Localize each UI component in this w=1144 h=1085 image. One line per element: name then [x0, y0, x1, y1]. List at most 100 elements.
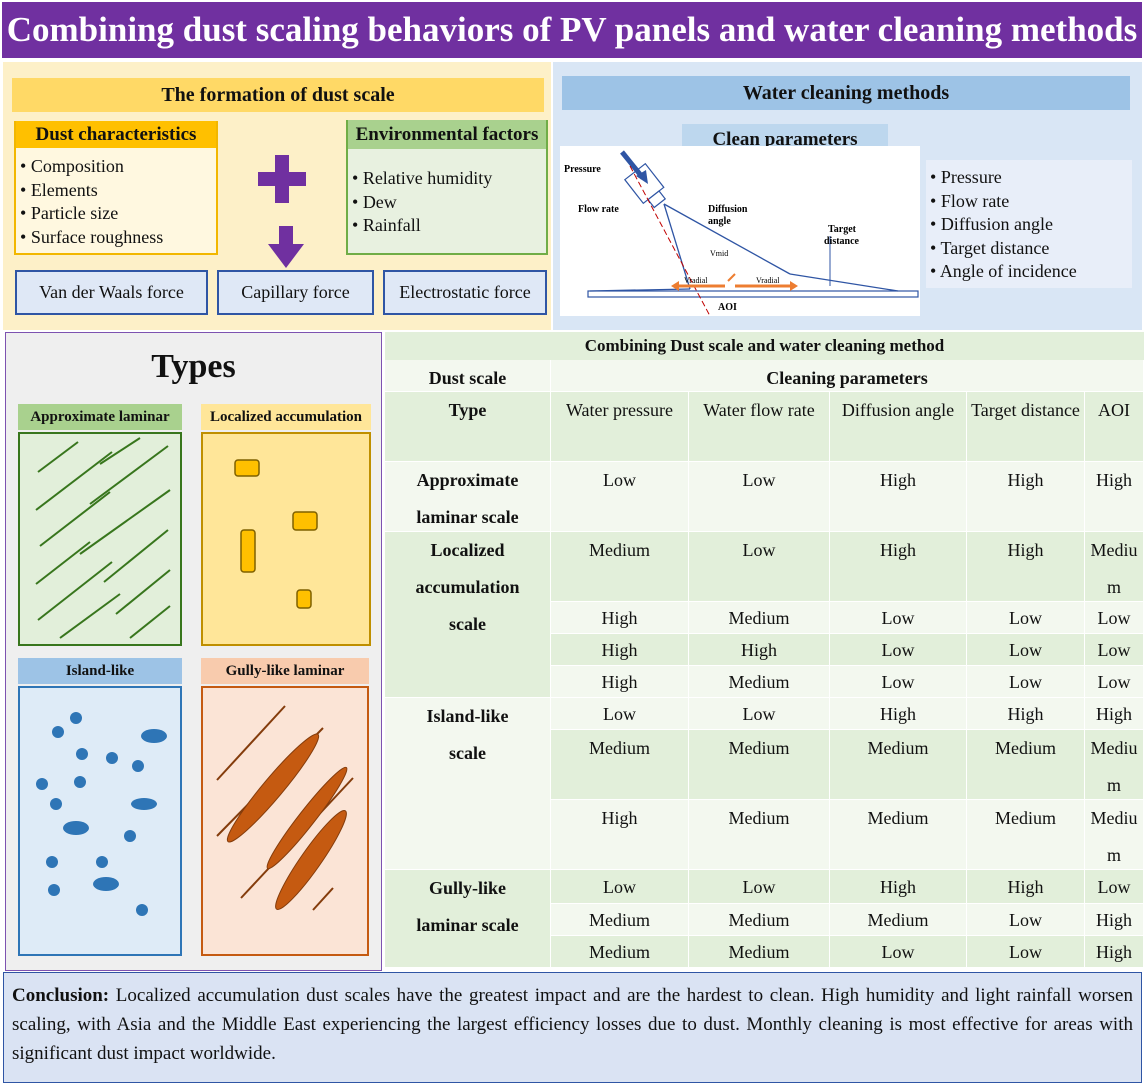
- column-header: Target distance: [967, 392, 1085, 462]
- list-item: • Flow rate: [930, 190, 1010, 211]
- table-cell: Low: [1085, 666, 1144, 698]
- conclusion-text: Localized accumulation dust scales have …: [12, 985, 1133, 1064]
- column-header: Water flow rate: [689, 392, 830, 462]
- header-cleaning-parameters: Cleaning parameters: [551, 360, 1144, 392]
- table-cell: Low: [1085, 634, 1144, 666]
- table-cell: High: [551, 602, 689, 634]
- table-cell: Low: [1085, 602, 1144, 634]
- table-cell: Low: [967, 602, 1085, 634]
- row-group-label: Island-like scale: [385, 698, 551, 870]
- table-cell: Low: [1085, 870, 1144, 904]
- conclusion-label: Conclusion:: [12, 985, 110, 1006]
- table-cell: High: [1085, 904, 1144, 936]
- table-cell: High: [967, 870, 1085, 904]
- approximate-laminar-illustration: [18, 432, 182, 646]
- table-cell: Medium: [689, 936, 830, 968]
- plus-icon: [258, 155, 306, 203]
- laminar-line: [79, 489, 171, 555]
- table-cell: Medium: [689, 904, 830, 936]
- environmental-factors-header: Environmental factors: [348, 120, 546, 149]
- table-cell: Medium: [689, 666, 830, 698]
- table-cell: High: [1085, 698, 1144, 730]
- van-der-waals-force: Van der Waals force: [15, 270, 208, 315]
- list-item: • Rainfall: [352, 215, 421, 235]
- column-header: Water pressure: [551, 392, 689, 462]
- clean-params-list-box: [926, 160, 1132, 288]
- table-cell: Low: [967, 936, 1085, 968]
- list-item: • Particle size: [20, 203, 119, 223]
- table-cell: High: [551, 800, 689, 870]
- laminar-line: [99, 437, 141, 465]
- svg-text:Vradial: Vradial: [756, 276, 780, 285]
- type-label-localized-accumulation: Localized accumulation: [201, 404, 371, 430]
- table-cell: Medium: [967, 800, 1085, 870]
- table-cell: Medium: [830, 800, 967, 870]
- table-cell: High: [1085, 936, 1144, 968]
- clean-params-list: • Pressure • Flow rate • Diffusion angle…: [930, 166, 1077, 284]
- svg-text:distance: distance: [824, 236, 860, 247]
- table-cell: Low: [967, 904, 1085, 936]
- down-arrow-icon: [268, 226, 304, 268]
- laminar-line: [35, 541, 91, 585]
- row-group-label: Gully-like laminar scale: [385, 870, 551, 968]
- table-cell: Medium: [551, 936, 689, 968]
- table-cell: Medium: [551, 730, 689, 800]
- page-title: Combining dust scaling behaviors of PV p…: [2, 2, 1142, 58]
- dust-characteristics-list: • Composition • Elements • Particle size…: [20, 155, 163, 249]
- table-cell: Medium: [551, 532, 689, 602]
- table-cell: Medium: [967, 730, 1085, 800]
- row-group-label: Approximate laminar scale: [385, 462, 551, 532]
- svg-text:Diffusion: Diffusion: [708, 204, 748, 215]
- types-title: Types: [151, 348, 236, 385]
- svg-text:Flow rate: Flow rate: [578, 204, 619, 215]
- island-dots: [36, 712, 167, 916]
- laminar-line: [35, 451, 113, 511]
- table-cell: Medium: [1085, 532, 1144, 602]
- table-cell: Low: [689, 870, 830, 904]
- table-cell: High: [830, 870, 967, 904]
- pressure-arrow: [620, 150, 645, 180]
- laminar-line: [103, 529, 169, 583]
- list-item: • Dew: [352, 191, 397, 212]
- header-type: Type: [385, 392, 551, 462]
- laminar-line: [37, 561, 113, 621]
- table-cell: Low: [551, 698, 689, 730]
- table-cell: Medium: [1085, 800, 1144, 870]
- list-item: • Composition: [20, 156, 124, 176]
- list-item: • Pressure: [930, 167, 1002, 187]
- conclusion-box: Conclusion: Localized accumulation dust …: [3, 972, 1142, 1083]
- panel-surface: [587, 290, 919, 298]
- laminar-line: [37, 441, 79, 473]
- svg-text:angle: angle: [708, 216, 731, 227]
- table-cell: Low: [830, 936, 967, 968]
- nozzle-diagram: Pressure Flow rate Diffusion angle Targe…: [560, 146, 920, 316]
- water-cleaning-header: Water cleaning methods: [562, 76, 1130, 110]
- list-item: • Elements: [20, 179, 98, 200]
- list-item: • Target distance: [930, 237, 1050, 258]
- type-label-approximate-laminar: Approximate laminar: [18, 404, 182, 430]
- table-cell: Low: [967, 666, 1085, 698]
- table-cell: Medium: [689, 730, 830, 800]
- row-group-label: Localized accumulation scale: [385, 532, 551, 698]
- table-cell: High: [830, 462, 967, 532]
- table-cell: High: [551, 634, 689, 666]
- electrostatic-force: Electrostatic force: [383, 270, 547, 315]
- table-cell: High: [689, 634, 830, 666]
- svg-text:Target: Target: [828, 224, 857, 235]
- table-cell: Low: [830, 666, 967, 698]
- list-item: • Relative humidity: [352, 168, 493, 188]
- table-cell: High: [830, 698, 967, 730]
- svg-text:Vradial: Vradial: [684, 276, 708, 285]
- table-cell: Medium: [830, 904, 967, 936]
- list-item: • Surface roughness: [20, 226, 164, 247]
- gully-streaks: [216, 705, 354, 911]
- laminar-line: [59, 593, 121, 639]
- table-cell: High: [967, 532, 1085, 602]
- table-cell: Medium: [1085, 730, 1144, 800]
- dust-characteristics-header: Dust characteristics: [16, 121, 216, 148]
- header-dust-scale: Dust scale: [385, 360, 551, 392]
- table-cell: Low: [689, 462, 830, 532]
- laminar-line: [89, 445, 169, 505]
- accumulation-blocks: [234, 459, 318, 609]
- svg-text:Pressure: Pressure: [564, 164, 601, 175]
